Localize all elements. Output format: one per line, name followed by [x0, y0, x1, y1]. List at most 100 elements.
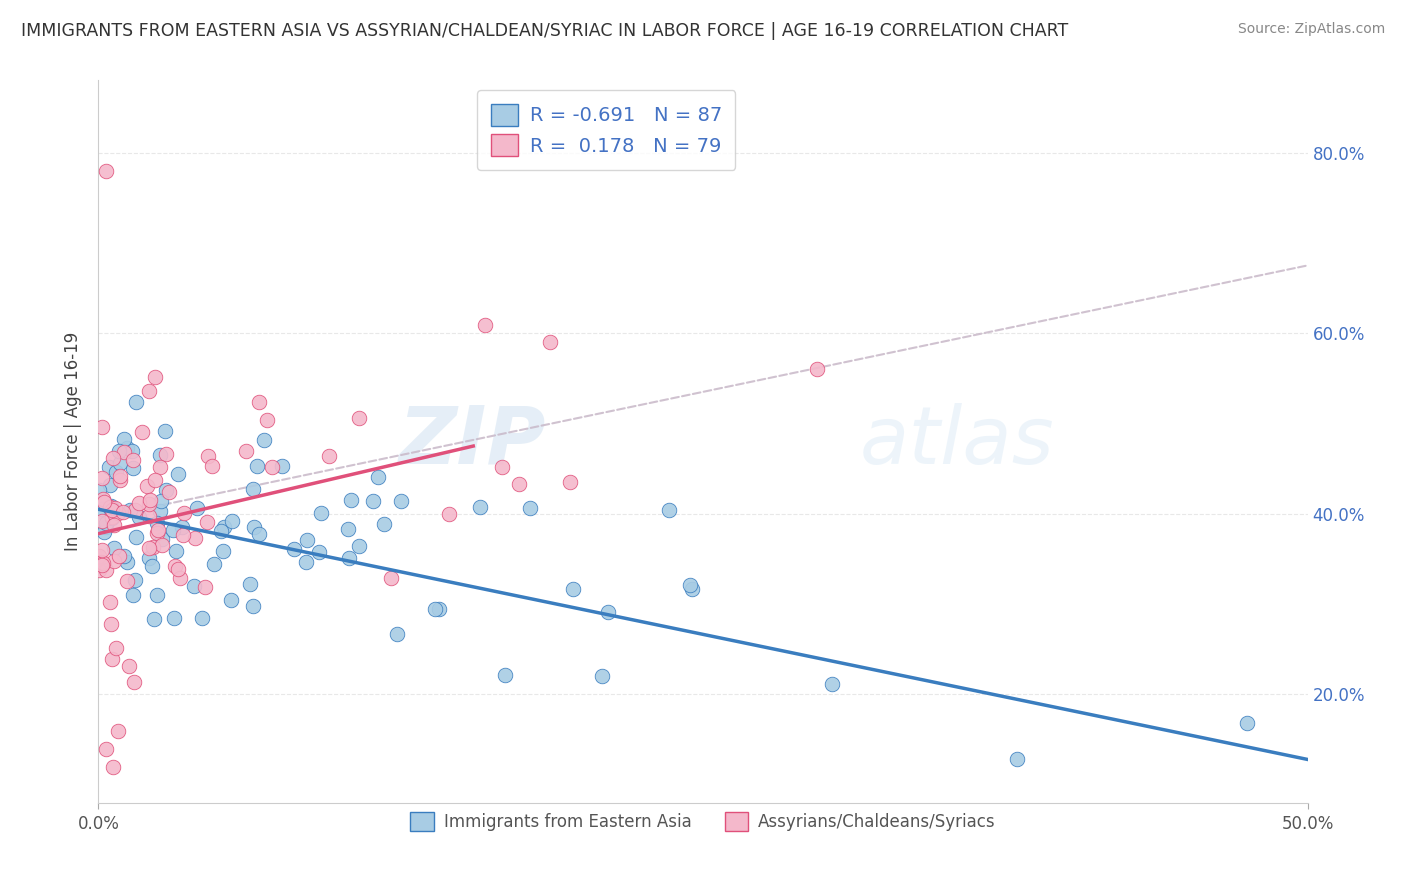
Point — [149, 503, 172, 517]
Point — [221, 515, 243, 529]
Point — [93, 495, 115, 509]
Point — [311, 506, 333, 520]
Point — [149, 448, 172, 462]
Point — [121, 461, 143, 475]
Point — [135, 479, 157, 493]
Point — [806, 362, 828, 376]
Point — [163, 559, 186, 574]
Point — [170, 520, 193, 534]
Point — [143, 474, 166, 488]
Point — [98, 501, 121, 516]
Point — [239, 577, 262, 591]
Point — [97, 460, 120, 475]
Point — [349, 410, 371, 425]
Point — [108, 469, 131, 483]
Point — [558, 475, 581, 489]
Point — [157, 485, 180, 500]
Point — [361, 494, 384, 508]
Point — [91, 501, 114, 516]
Point — [271, 458, 294, 473]
Point — [103, 541, 125, 556]
Point — [153, 425, 176, 439]
Point — [145, 588, 167, 602]
Point — [115, 555, 138, 569]
Point — [122, 588, 145, 602]
Y-axis label: In Labor Force | Age 16-19: In Labor Force | Age 16-19 — [65, 332, 83, 551]
Point — [118, 659, 141, 673]
Point — [519, 501, 541, 516]
Point — [214, 519, 236, 533]
Point — [172, 527, 194, 541]
Point — [195, 515, 218, 529]
Point — [139, 493, 162, 508]
Point — [96, 520, 118, 534]
Point — [122, 453, 145, 467]
Point — [166, 467, 188, 481]
Point — [247, 394, 270, 409]
Point — [253, 433, 276, 447]
Point — [491, 460, 513, 475]
Point — [90, 514, 112, 528]
Point — [389, 494, 412, 508]
Point — [423, 602, 446, 616]
Point — [679, 578, 702, 592]
Point — [494, 668, 516, 682]
Point — [124, 503, 146, 517]
Point — [143, 611, 166, 625]
Point — [94, 163, 117, 178]
Point — [89, 483, 111, 497]
Point — [107, 723, 129, 738]
Point — [143, 370, 166, 384]
Point — [146, 525, 169, 540]
Point — [146, 516, 169, 531]
Point — [209, 524, 232, 538]
Point — [1236, 716, 1258, 731]
Point — [508, 477, 530, 491]
Point — [468, 500, 491, 515]
Point — [142, 540, 165, 554]
Point — [235, 444, 257, 458]
Point — [107, 549, 129, 563]
Point — [125, 530, 148, 544]
Point — [90, 555, 112, 569]
Point — [100, 595, 122, 609]
Point — [100, 499, 122, 513]
Point — [380, 571, 402, 585]
Point — [211, 543, 233, 558]
Point — [367, 470, 389, 484]
Point — [94, 563, 117, 577]
Point — [138, 509, 160, 524]
Point — [242, 599, 264, 614]
Point — [98, 477, 121, 491]
Point — [190, 611, 212, 625]
Text: IMMIGRANTS FROM EASTERN ASIA VS ASSYRIAN/CHALDEAN/SYRIAC IN LABOR FORCE | AGE 16: IMMIGRANTS FROM EASTERN ASIA VS ASSYRIAN… — [21, 22, 1069, 40]
Point — [242, 482, 264, 496]
Point — [120, 502, 142, 516]
Point — [103, 554, 125, 568]
Point — [155, 483, 177, 497]
Point — [295, 555, 318, 569]
Point — [540, 335, 562, 350]
Point — [104, 501, 127, 516]
Point — [96, 516, 118, 530]
Point — [124, 573, 146, 587]
Point — [117, 574, 139, 588]
Text: ZIP: ZIP — [398, 402, 546, 481]
Point — [256, 413, 278, 427]
Point — [91, 558, 114, 572]
Point — [202, 557, 225, 571]
Point — [93, 525, 115, 540]
Point — [103, 518, 125, 533]
Point — [337, 551, 360, 566]
Point — [115, 441, 138, 455]
Point — [90, 543, 112, 558]
Point — [562, 582, 585, 596]
Point — [100, 500, 122, 515]
Point — [90, 420, 112, 434]
Point — [94, 741, 117, 756]
Point — [155, 447, 177, 461]
Point — [194, 581, 217, 595]
Point — [1007, 752, 1029, 766]
Point — [138, 384, 160, 398]
Point — [260, 460, 283, 475]
